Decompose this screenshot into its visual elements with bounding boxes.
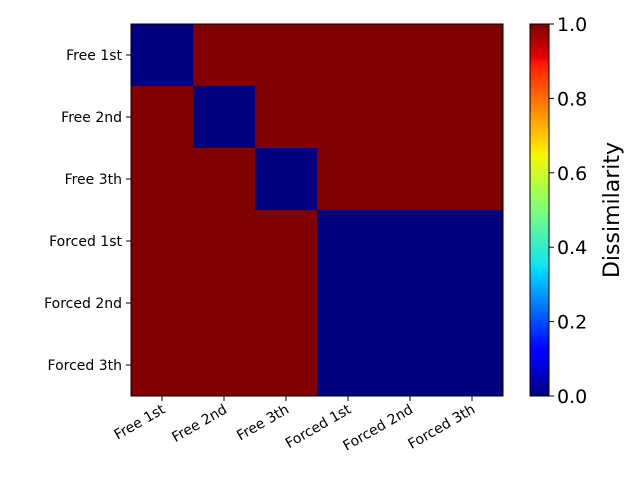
heatmap-cell xyxy=(317,210,380,273)
colorbar-tick-label: 0.0 xyxy=(557,386,587,408)
x-tick-label: Forced 3th xyxy=(405,402,478,453)
heatmap-cell xyxy=(193,86,256,149)
colorbar-tick-label: 0.4 xyxy=(557,237,587,259)
colorbar-tick-label: 1.0 xyxy=(557,14,587,36)
heatmap-cell xyxy=(193,334,256,397)
heatmap-cell xyxy=(441,86,504,149)
heatmap-cells xyxy=(131,24,504,397)
heatmap-cell xyxy=(379,272,442,335)
colorbar-gradient xyxy=(529,23,550,397)
heatmap-cell xyxy=(379,24,442,87)
y-tick-label: Forced 2nd xyxy=(44,296,122,312)
heatmap-cell xyxy=(255,148,318,211)
heatmap-cell xyxy=(255,334,318,397)
x-tick-label: Free 2nd xyxy=(169,402,230,446)
heatmap-cell xyxy=(131,272,194,335)
heatmap-cell xyxy=(131,24,194,87)
heatmap-cell xyxy=(441,334,504,397)
y-tick-label: Free 1st xyxy=(66,48,122,64)
y-tick-label: Forced 3th xyxy=(48,358,122,374)
heatmap-cell xyxy=(379,334,442,397)
y-tick-label: Free 2nd xyxy=(61,110,122,126)
heatmap-cell xyxy=(193,272,256,335)
colorbar-label: Dissimilarity xyxy=(600,142,625,278)
heatmap-cell xyxy=(193,148,256,211)
heatmap-cell xyxy=(441,148,504,211)
heatmap-cell xyxy=(131,334,194,397)
heatmap-cell xyxy=(317,148,380,211)
heatmap-cell xyxy=(317,86,380,149)
colorbar-tick-label: 0.8 xyxy=(557,88,587,110)
colorbar-ticks: 0.0 0.2 0.4 0.6 0.8 1.0 xyxy=(549,14,587,408)
colorbar: 0.0 0.2 0.4 0.6 0.8 1.0 Dissimilarity xyxy=(529,14,625,408)
plot-frame xyxy=(130,23,504,397)
heatmap-cell xyxy=(193,210,256,273)
heatmap-cell xyxy=(131,86,194,149)
y-axis: Free 1st Free 2nd Free 3th Forced 1st Forced… xyxy=(44,48,131,374)
colorbar-tick-label: 0.2 xyxy=(557,312,587,334)
heatmap-cell xyxy=(193,24,256,87)
heatmap-cell xyxy=(317,272,380,335)
heatmap-cell xyxy=(317,334,380,397)
heatmap-cell xyxy=(379,210,442,273)
heatmap-cell xyxy=(255,24,318,87)
heatmap-cell xyxy=(441,272,504,335)
heatmap-cell xyxy=(131,148,194,211)
x-tick-label: Forced 2nd xyxy=(341,402,416,455)
heatmap-cell xyxy=(317,24,380,87)
y-tick-label: Free 3th xyxy=(65,172,122,188)
heatmap-cell xyxy=(255,210,318,273)
colorbar-tick-label: 0.6 xyxy=(557,163,587,185)
heatmap-cell xyxy=(255,272,318,335)
y-tick-label: Forced 1st xyxy=(49,234,122,250)
heatmap-cell xyxy=(379,148,442,211)
heatmap-cell xyxy=(441,210,504,273)
heatmap-cell xyxy=(131,210,194,273)
heatmap-cell xyxy=(379,86,442,149)
heatmap-cell xyxy=(255,86,318,149)
x-tick-label: Free 1st xyxy=(112,401,169,443)
heatmap-cell xyxy=(441,24,504,87)
